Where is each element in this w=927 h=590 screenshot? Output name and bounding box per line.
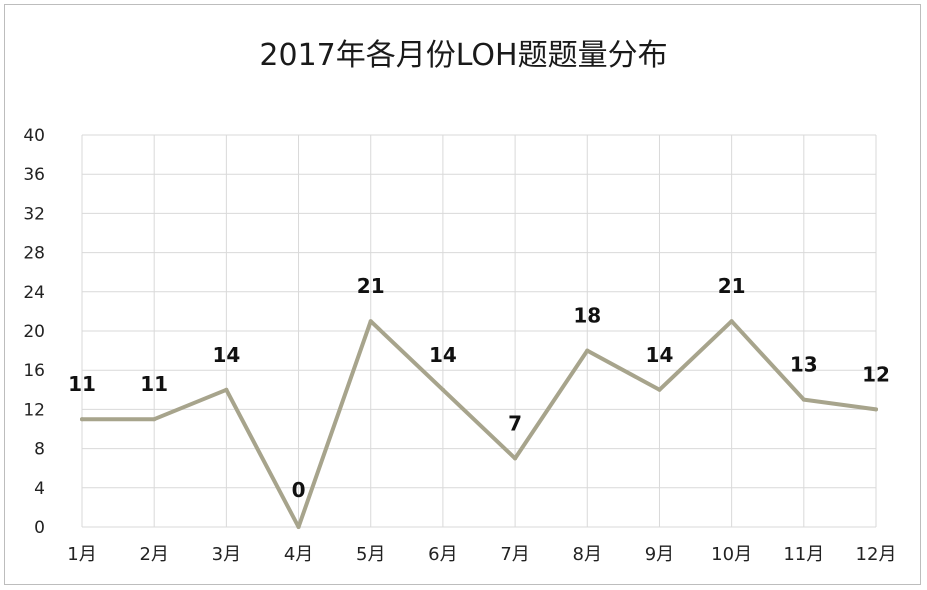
- x-tick-label: 8月: [573, 544, 602, 565]
- data-point: [729, 319, 734, 324]
- data-point: [513, 456, 518, 461]
- data-point: [801, 397, 806, 402]
- data-label: 14: [429, 343, 457, 367]
- data-label: 11: [68, 372, 96, 396]
- data-point: [874, 407, 878, 412]
- y-tick-label: 12: [23, 400, 45, 420]
- data-label: 18: [573, 304, 601, 328]
- data-label: 14: [646, 343, 674, 367]
- grid: [81, 134, 877, 528]
- x-tick-label: 10月: [711, 544, 752, 565]
- data-label: 0: [292, 478, 306, 502]
- x-tick-label: 11月: [783, 544, 824, 565]
- x-tick-label: 4月: [284, 544, 313, 565]
- y-tick-label: 4: [34, 479, 45, 499]
- data-label: 21: [718, 274, 746, 298]
- x-tick-label: 9月: [645, 544, 674, 565]
- x-tick-label: 2月: [139, 544, 168, 565]
- data-point: [368, 319, 373, 324]
- x-tick-label: 6月: [428, 544, 457, 565]
- data-point: [440, 387, 445, 392]
- x-tick-label: 3月: [212, 544, 241, 565]
- x-tick-label: 7月: [500, 544, 529, 565]
- data-point: [80, 417, 84, 422]
- data-label: 12: [862, 362, 890, 386]
- x-tick-label: 12月: [856, 544, 897, 565]
- data-label: 7: [508, 411, 522, 435]
- y-tick-label: 36: [23, 165, 45, 185]
- data-point: [585, 348, 590, 353]
- data-label: 21: [357, 274, 385, 298]
- data-point: [296, 525, 301, 529]
- data-point: [152, 417, 157, 422]
- y-axis: 0 4 8 12 16 20 24 28 32 36 40: [23, 126, 45, 538]
- x-tick-label: 1月: [67, 544, 96, 565]
- data-label: 11: [140, 372, 168, 396]
- y-tick-label: 40: [23, 126, 45, 146]
- y-tick-label: 8: [34, 440, 45, 460]
- chart-title: 2017年各月份LOH题题量分布: [259, 38, 668, 73]
- data-point: [657, 387, 662, 392]
- y-tick-label: 28: [23, 244, 45, 264]
- y-tick-label: 24: [23, 283, 45, 303]
- y-tick-label: 16: [23, 361, 45, 381]
- x-axis: 1月 2月 3月 4月 5月 6月 7月 8月 9月 10月 11月 12月: [67, 544, 896, 565]
- series-line-group: [80, 319, 878, 529]
- y-tick-label: 20: [23, 322, 45, 342]
- y-tick-label: 32: [23, 204, 45, 224]
- x-tick-label: 5月: [356, 544, 385, 565]
- data-labels: 11 11 14 0 21 14 7 18 14 21 13 12: [68, 274, 890, 502]
- y-tick-label: 0: [34, 518, 45, 538]
- data-label: 14: [212, 343, 240, 367]
- data-point: [224, 387, 229, 392]
- series-line: [80, 319, 878, 529]
- data-label: 13: [790, 353, 818, 377]
